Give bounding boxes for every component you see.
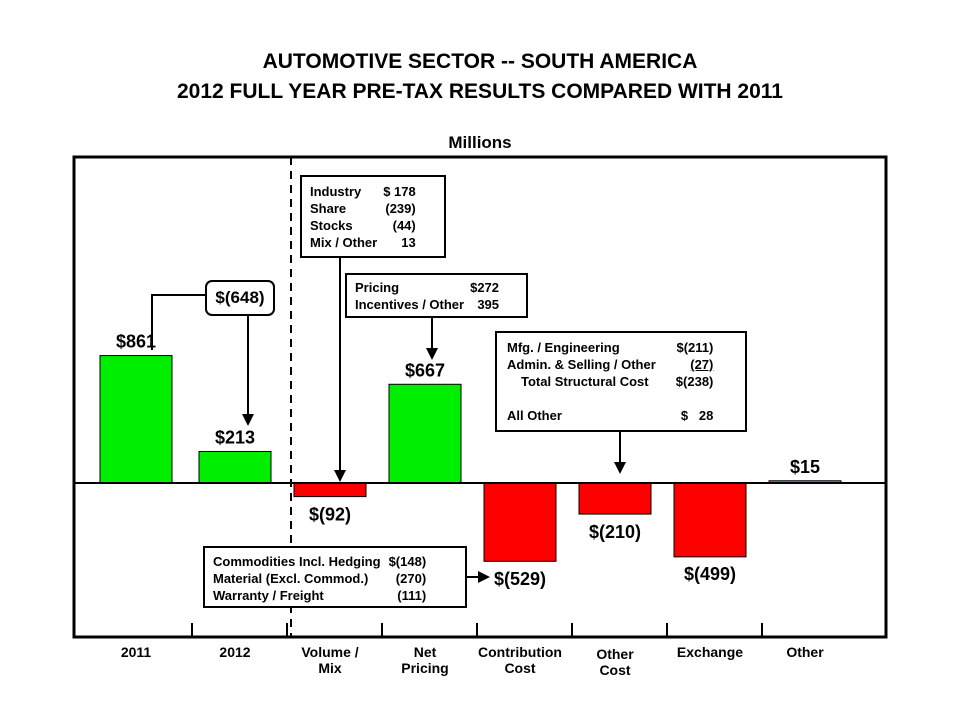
net-pricing-detail-box: Pricing $272 Incentives / Other 395 [345,273,528,318]
detail-value: $272 [470,280,500,295]
category-label-net-pricing: Net Pricing [401,644,448,676]
detail-value: (270) [395,571,427,586]
bar-other-cost [578,482,652,515]
detail-value: $ 28 [680,408,714,423]
detail-row: Share (239) [310,200,416,217]
detail-value: $(148) [388,554,427,569]
detail-value: (27) [690,357,714,372]
detail-value: (44) [392,218,416,233]
category-label-contribution-cost: Contribution Cost [478,644,562,676]
detail-value: $(238) [675,374,714,389]
change-connector-line [151,294,207,350]
other-cost-detail-box: Mfg. / Engineering $(211) Admin. & Sellin… [495,331,747,432]
detail-row: Mfg. / Engineering $(211) [507,339,713,356]
category-label-2011: 2011 [121,644,152,660]
category-label-volume-mix: Volume / Mix [301,644,358,676]
value-label-volume-mix: $(92) [309,505,351,525]
detail-label: Mfg. / Engineering [507,340,620,355]
detail-label [507,390,656,407]
detail-label: Pricing [355,280,400,295]
change-arrow-head [242,414,254,426]
chart-title-line2: 2012 FULL YEAR PRE-TAX RESULTS COMPARED … [176,80,783,103]
detail-label: Commodities Incl. Hedging [213,554,381,569]
bar-contribution-cost [483,482,557,562]
detail-label: Incentives / Other [355,297,465,312]
volume-mix-detail-box: Industry $ 178 Share (239) Stocks (44) Mix … [300,175,446,258]
value-label-other: $15 [790,457,820,477]
category-label-other-cost: Other Cost [596,646,634,678]
detail-label: Warranty / Freight [213,588,324,603]
change-callout: $(648) [205,280,275,316]
detail-row: All Other $ 28 [507,407,713,424]
detail-label: Stocks [310,218,353,233]
detail-label: Mix / Other [310,235,378,250]
detail-value: (239) [385,201,416,216]
category-label-2012: 2012 [219,644,250,660]
detail-value: $(211) [676,340,714,355]
bar-volume-mix [293,482,367,498]
detail-row: Material (Excl. Commod.) (270) [213,570,426,587]
detail-value: 13 [401,235,416,250]
detail-row: Mix / Other 13 [310,234,416,251]
detail-label: Share [310,201,347,216]
detail-label: Material (Excl. Commod.) [213,571,369,586]
bar-2011 [99,355,173,484]
units-label: Millions [448,133,512,152]
detail-label: Admin. & Selling / Other [507,357,656,372]
detail-label: All Other [507,408,562,423]
detail-row [507,390,713,407]
detail-value: 395 [477,297,500,312]
net-pricing-arrow-head [426,348,438,360]
contribution-arrow-head [478,571,490,583]
value-label-contribution-cost: $(529) [494,569,546,589]
detail-value: (111) [397,588,427,603]
bar-exchange [673,482,747,558]
detail-row: Commodities Incl. Hedging $(148) [213,553,426,570]
other-cost-arrow-head [614,462,626,474]
value-label-exchange: $(499) [684,564,736,584]
chart-title-line1: AUTOMOTIVE SECTOR -- SOUTH AMERICA [262,50,698,73]
detail-row: Incentives / Other 395 [355,296,499,313]
volume-mix-arrow-head [334,470,346,482]
plot-frame [72,155,888,639]
value-label-other-cost: $(210) [589,522,641,542]
detail-row: Total Structural Cost $(238) [507,373,713,390]
value-label-2011: $861 [116,332,156,352]
detail-label: Total Structural Cost [521,374,649,389]
category-label-other: Other [786,644,824,660]
detail-row: Industry $ 178 [310,183,416,200]
detail-label: Industry [310,184,362,199]
detail-row: Pricing $272 [355,279,499,296]
detail-value: $ 178 [383,184,416,199]
bar-2012 [198,450,272,484]
value-label-2012: $213 [215,427,255,447]
bar-net-pricing [388,383,462,484]
detail-row: Warranty / Freight (111) [213,587,426,604]
detail-row: Stocks (44) [310,217,416,234]
contribution-cost-detail-box: Commodities Incl. Hedging $(148) Material… [203,546,467,608]
detail-value [656,390,714,407]
category-label-exchange: Exchange [677,644,743,660]
detail-row: Admin. & Selling / Other (27) [507,356,713,373]
value-label-net-pricing: $667 [405,360,445,380]
